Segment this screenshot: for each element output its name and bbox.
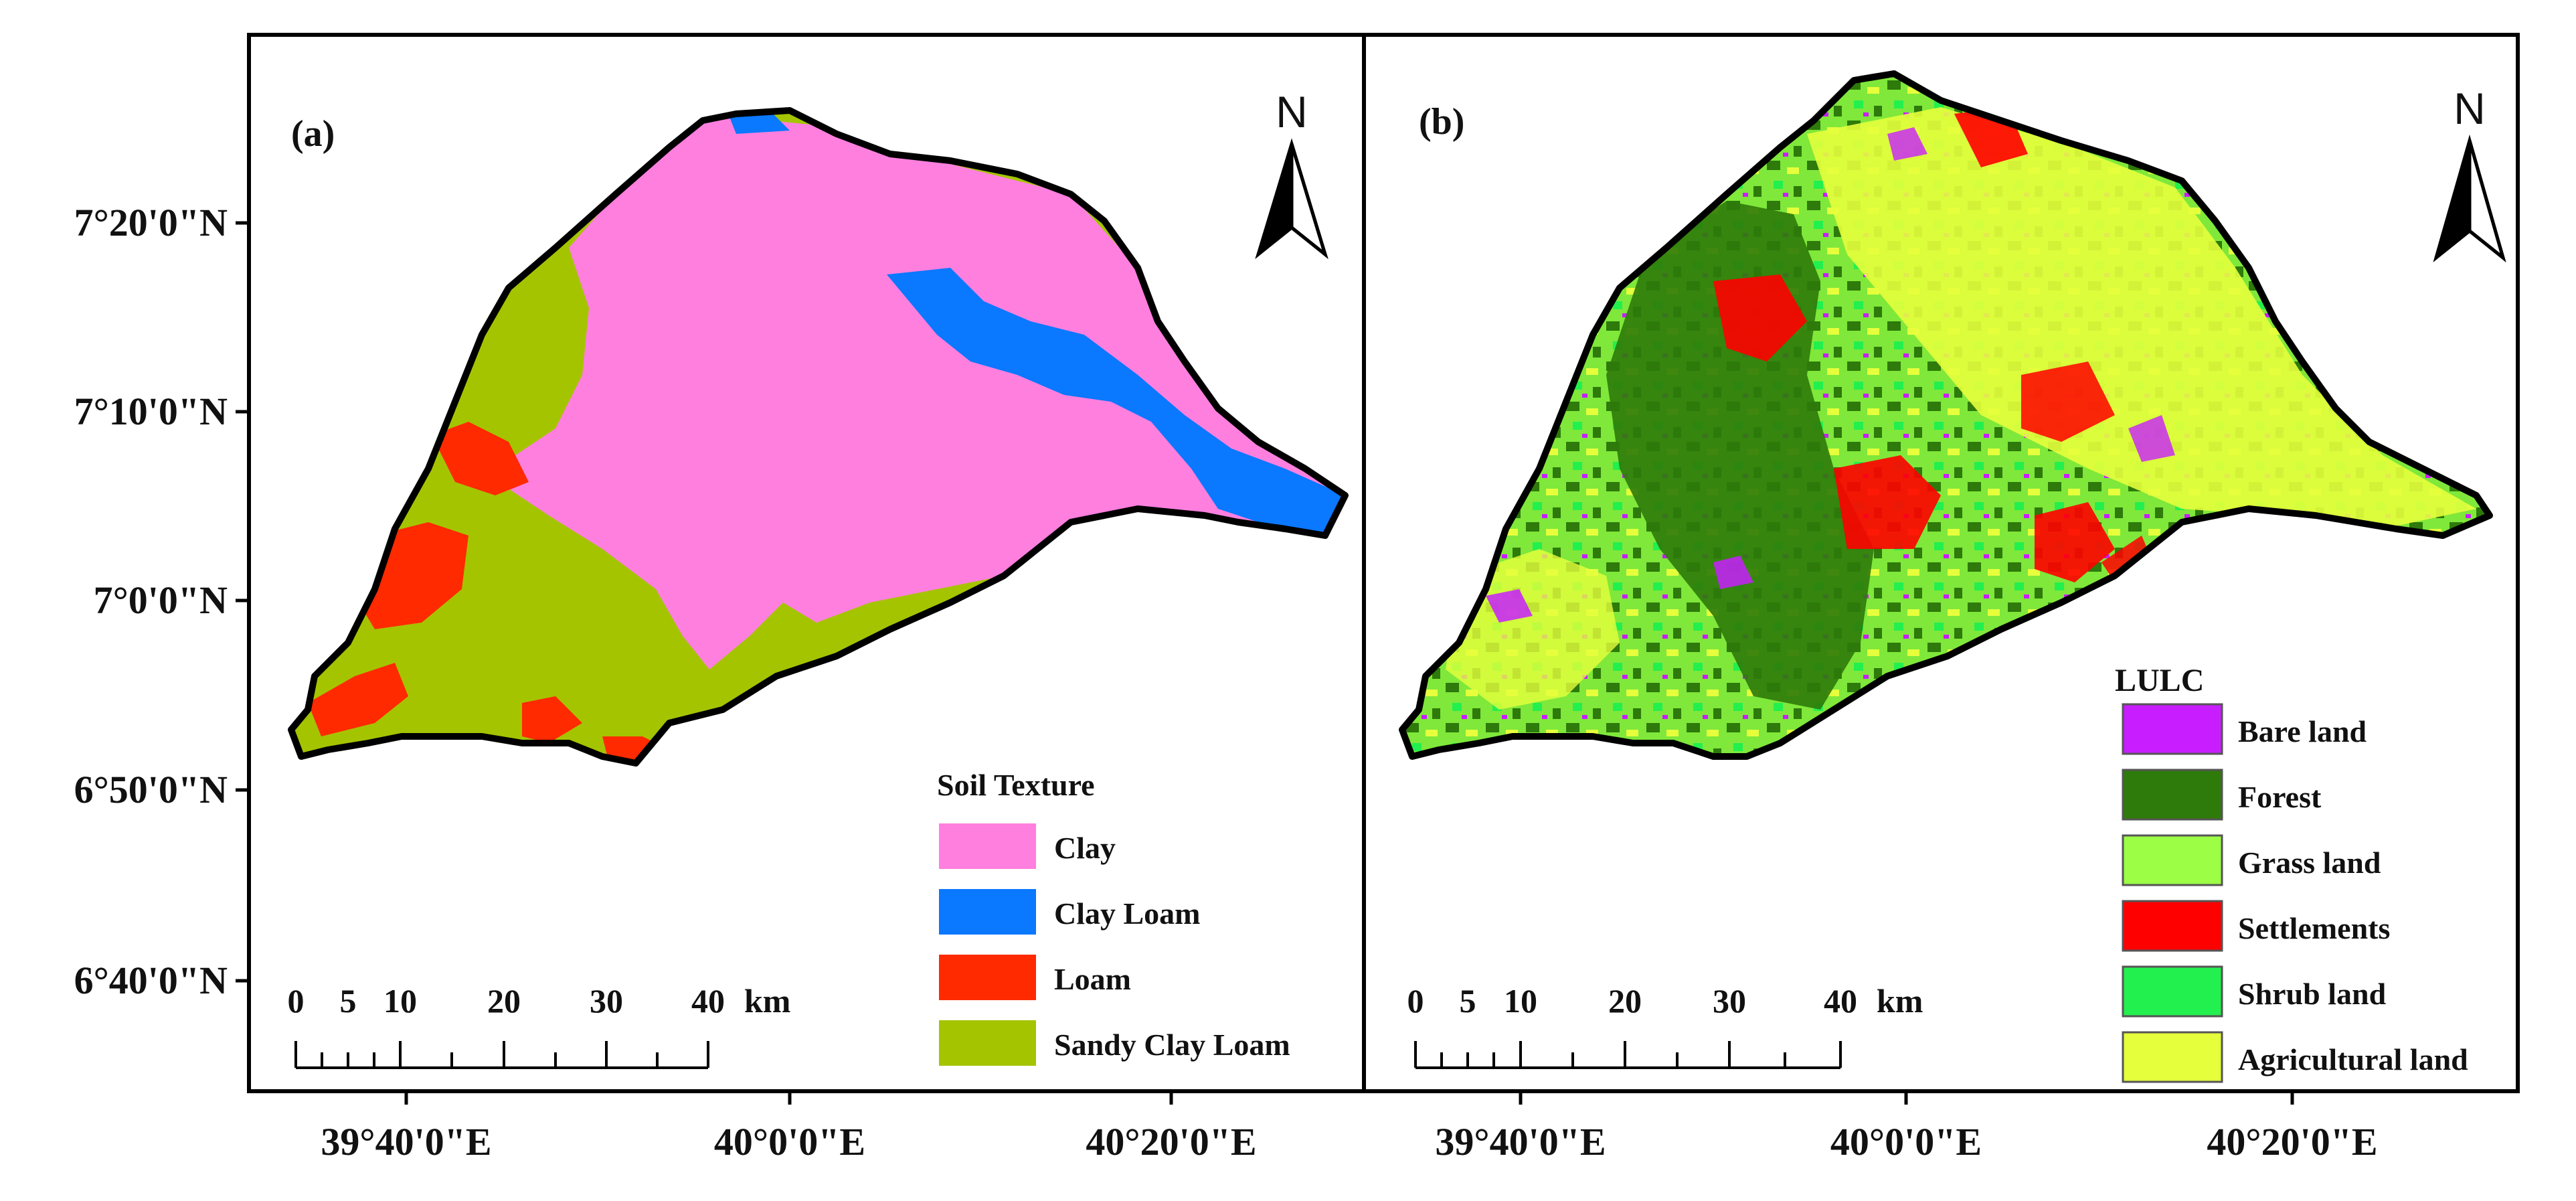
- legend-label-bare-land: Bare land: [2238, 714, 2367, 748]
- lat-label-7-00: 7°0'0"N: [94, 578, 228, 622]
- lulc-bare-1: [1486, 589, 1533, 623]
- lon-label-b-40-00: 40°0'0"E: [1830, 1120, 1982, 1164]
- north-arrow-a: N: [1255, 87, 1328, 259]
- legend-swatch-agricultural-land: [2122, 1031, 2223, 1083]
- legend-soil-texture: Soil Texture Clay Clay Loam Loam Sandy C…: [937, 768, 1290, 1066]
- watershed-boundary-a: [288, 107, 1349, 767]
- scale-b-tick-10: 10: [1504, 982, 1537, 1020]
- scale-b-tick-0: 0: [1407, 982, 1424, 1020]
- legend-lulc-title: LULC: [2115, 663, 2204, 698]
- legend-lulc: LULC Bare land Forest Grass land Settlem…: [2115, 663, 2468, 1083]
- scale-b-unit: km: [1877, 982, 1923, 1020]
- lulc-bare-2: [1713, 556, 1753, 589]
- lat-label-6-40: 6°40'0"N: [74, 959, 228, 1002]
- panel-a-tag: (a): [291, 113, 335, 155]
- scale-b-tick-30: 30: [1713, 982, 1746, 1020]
- scale-tick-30: 30: [590, 982, 623, 1020]
- scale-tick-10: 10: [383, 982, 417, 1020]
- legend-label-settlements: Settlements: [2238, 911, 2390, 945]
- legend-label-loam: Loam: [1054, 962, 1131, 996]
- lon-label-b-40-20: 40°20'0"E: [2207, 1120, 2377, 1164]
- scale-tick-5: 5: [340, 982, 357, 1020]
- lon-label-a-40-20: 40°20'0"E: [1086, 1120, 1256, 1164]
- soil-loam-3: [308, 663, 408, 736]
- scale-b-tick-5: 5: [1460, 982, 1476, 1020]
- legend-label-clay: Clay: [1054, 831, 1116, 865]
- legend-label-sandy-clay-loam: Sandy Clay Loam: [1054, 1028, 1290, 1062]
- panel-b-frame: [1362, 33, 2520, 1093]
- scale-unit: km: [744, 982, 790, 1020]
- legend-swatch-shrub-land: [2122, 965, 2223, 1018]
- legend-label-grass-land: Grass land: [2238, 846, 2381, 880]
- legend-swatch-settlements: [2122, 900, 2223, 952]
- legend-label-forest: Forest: [2238, 780, 2322, 814]
- scale-tick-0: 0: [288, 982, 305, 1020]
- lulc-forest: [1606, 201, 1874, 710]
- lulc-bare-3: [2128, 415, 2175, 462]
- legend-swatch-grass-land: [2122, 834, 2223, 886]
- legend-label-clay-loam: Clay Loam: [1054, 896, 1201, 931]
- latitude-axis: 7°20'0"N 7°10'0"N 7°0'0"N 6°50'0"N 6°40'…: [74, 201, 249, 1002]
- scale-tick-40: 40: [691, 982, 725, 1020]
- scale-tick-20: 20: [487, 982, 521, 1020]
- legend-swatch-sandy-clay-loam: [939, 1020, 1036, 1066]
- legend-label-shrub-land: Shrub land: [2238, 977, 2387, 1011]
- north-label-a: N: [1276, 87, 1308, 137]
- lat-label-7-10: 7°10'0"N: [74, 390, 228, 433]
- lon-label-b-39-40: 39°40'0"E: [1435, 1120, 1606, 1164]
- legend-swatch-bare-land: [2122, 703, 2223, 755]
- soil-clay: [509, 114, 1345, 669]
- lon-label-a-39-40: 39°40'0"E: [321, 1120, 491, 1164]
- lulc-map: [1399, 70, 2493, 760]
- soil-map: [288, 107, 1349, 767]
- lulc-settlement-1: [1713, 274, 1807, 362]
- scale-bar-b: 0 5 10 20 30 40 km: [1407, 982, 1923, 1069]
- lulc-settlement-2: [1834, 455, 1941, 549]
- scale-bar-a: 0 5 10 20 30 40 km: [288, 982, 790, 1069]
- north-label-b: N: [2454, 84, 2486, 133]
- lulc-settlement-3: [2035, 502, 2115, 582]
- soil-loam-1: [432, 422, 529, 495]
- watershed-boundary-b: [1399, 70, 2493, 760]
- lon-label-a-40-00: 40°0'0"E: [714, 1120, 865, 1164]
- scale-b-tick-40: 40: [1824, 982, 1857, 1020]
- legend-title: Soil Texture: [937, 768, 1095, 802]
- legend-swatch-loam: [939, 955, 1036, 1000]
- legend-label-agricultural-land: Agricultural land: [2238, 1042, 2468, 1076]
- soil-loam-4: [522, 696, 582, 743]
- north-arrow-b: N: [2433, 84, 2506, 262]
- legend-swatch-forest: [2122, 769, 2223, 821]
- longitude-axis: 39°40'0"E 40°0'0"E 40°20'0"E 39°40'0"E 4…: [321, 1091, 2378, 1164]
- soil-clay-loam: [887, 268, 1345, 542]
- lat-label-7-20: 7°20'0"N: [74, 201, 228, 244]
- legend-swatch-clay-loam: [939, 889, 1036, 935]
- lat-label-6-50: 6°50'0"N: [74, 768, 228, 811]
- scale-b-tick-20: 20: [1608, 982, 1642, 1020]
- panel-b-tag: (b): [1419, 101, 1464, 143]
- lulc-agricultural: [1807, 107, 2476, 529]
- lulc-settlement-5: [2021, 362, 2115, 442]
- legend-swatch-clay: [939, 823, 1036, 869]
- lulc-bare-4: [1887, 127, 1927, 161]
